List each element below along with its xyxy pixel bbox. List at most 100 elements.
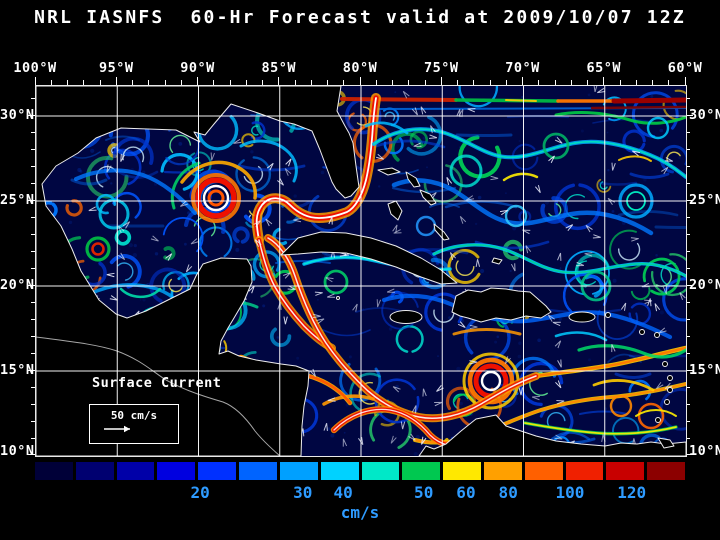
lon-tick (359, 77, 361, 85)
colorbar-segment (402, 462, 441, 480)
lat-tick (686, 217, 690, 218)
lon-tick (310, 80, 312, 85)
colorbar-tick-label: 40 (333, 483, 353, 502)
lat-tick (686, 115, 693, 116)
scale-arrow-icon (104, 425, 130, 433)
lon-tick (652, 80, 653, 85)
colorbar-tick-label: 30 (293, 483, 313, 502)
lon-tick (457, 80, 458, 85)
lon-tick (229, 80, 231, 85)
lon-tick (213, 80, 215, 85)
lon-tick (164, 80, 166, 85)
lat-tick (31, 98, 35, 99)
lon-label: 90°W (180, 60, 215, 76)
scale-label: 50 cm/s (110, 409, 158, 422)
lon-tick (392, 80, 393, 85)
lon-tick (505, 80, 507, 85)
colorbar-segment (116, 462, 155, 480)
lat-label-right: 30°N (689, 107, 720, 123)
lon-tick (115, 77, 117, 85)
lat-tick (686, 285, 693, 286)
lat-label-right: 15°N (689, 362, 720, 378)
lon-tick (554, 80, 556, 85)
lon-tick (132, 80, 133, 85)
lat-tick (31, 336, 35, 337)
colorbar-segment (75, 462, 114, 480)
lon-label: 75°W (423, 60, 459, 76)
lon-tick (570, 80, 572, 85)
lat-tick (28, 370, 35, 371)
lat-tick (686, 404, 690, 405)
lat-tick (686, 183, 690, 184)
colorbar-segment (443, 462, 481, 480)
colorbar (35, 462, 685, 480)
colorbar-tick-label: 20 (190, 483, 210, 502)
lat-tick (28, 200, 35, 201)
colorbar-segment (279, 462, 318, 480)
colorbar-tick-label: 80 (498, 483, 518, 502)
lon-tick (99, 80, 101, 85)
lat-tick (31, 421, 35, 422)
lon-tick (83, 80, 85, 85)
lon-tick (473, 80, 475, 85)
lat-tick (686, 336, 690, 337)
lon-tick (668, 80, 670, 85)
lat-tick (686, 421, 690, 422)
lon-tick (424, 80, 426, 85)
lon-tick (67, 80, 68, 85)
lat-label-right: 10°N (689, 443, 720, 459)
lat-tick (31, 234, 35, 235)
lat-tick (28, 115, 35, 116)
lat-tick (686, 251, 690, 252)
colorbar-segment (157, 462, 196, 480)
surface-current-map (36, 86, 686, 456)
lat-label-left: 15°N (0, 362, 35, 378)
colorbar-tick-label: 120 (617, 483, 647, 502)
lat-label-right: 20°N (689, 277, 720, 293)
lon-tick (294, 80, 296, 85)
lon-label: 95°W (98, 60, 134, 76)
lat-tick (31, 268, 35, 269)
lon-label: 80°W (342, 60, 378, 76)
lon-tick (587, 80, 588, 85)
lat-tick (686, 200, 693, 201)
colorbar-segment (524, 462, 563, 480)
lon-tick (538, 80, 540, 85)
lon-label: 70°W (505, 60, 540, 76)
colorbar-tick-label: 60 (456, 483, 476, 502)
plot-title: NRL IASNFS 60-Hr Forecast valid at 2009/… (34, 7, 686, 28)
lat-tick (31, 438, 35, 439)
grid-layer (36, 86, 686, 456)
scale-box: 50 cm/s (89, 404, 179, 444)
lat-tick (31, 353, 35, 354)
colorbar-segment (239, 462, 277, 480)
lat-tick (686, 132, 690, 133)
lat-label-left: 25°N (0, 192, 35, 208)
lon-tick (34, 77, 36, 85)
lat-tick (31, 404, 35, 405)
lat-tick (686, 438, 690, 439)
colorbar-segment (198, 462, 237, 480)
lon-label: 85°W (261, 60, 297, 76)
lat-tick (31, 319, 35, 320)
lon-tick (343, 80, 345, 85)
lat-tick (686, 234, 690, 235)
colorbar-tick-label: 100 (555, 483, 585, 502)
map-panel: Surface Current 50 cm/s (35, 85, 687, 457)
lon-tick (278, 77, 280, 85)
lat-tick (31, 302, 35, 303)
lon-tick (619, 80, 621, 85)
lat-label-left: 30°N (0, 107, 35, 123)
lon-tick (408, 80, 410, 85)
lat-tick (31, 183, 35, 184)
lat-tick (31, 132, 35, 133)
lon-tick (489, 80, 491, 85)
lat-tick (686, 319, 690, 320)
lat-label-left: 10°N (0, 443, 35, 459)
lat-tick (31, 166, 35, 167)
lat-tick (28, 285, 35, 286)
lon-label: 60°W (667, 60, 703, 76)
lat-tick (686, 98, 690, 99)
colorbar-tick-label: 50 (414, 483, 434, 502)
